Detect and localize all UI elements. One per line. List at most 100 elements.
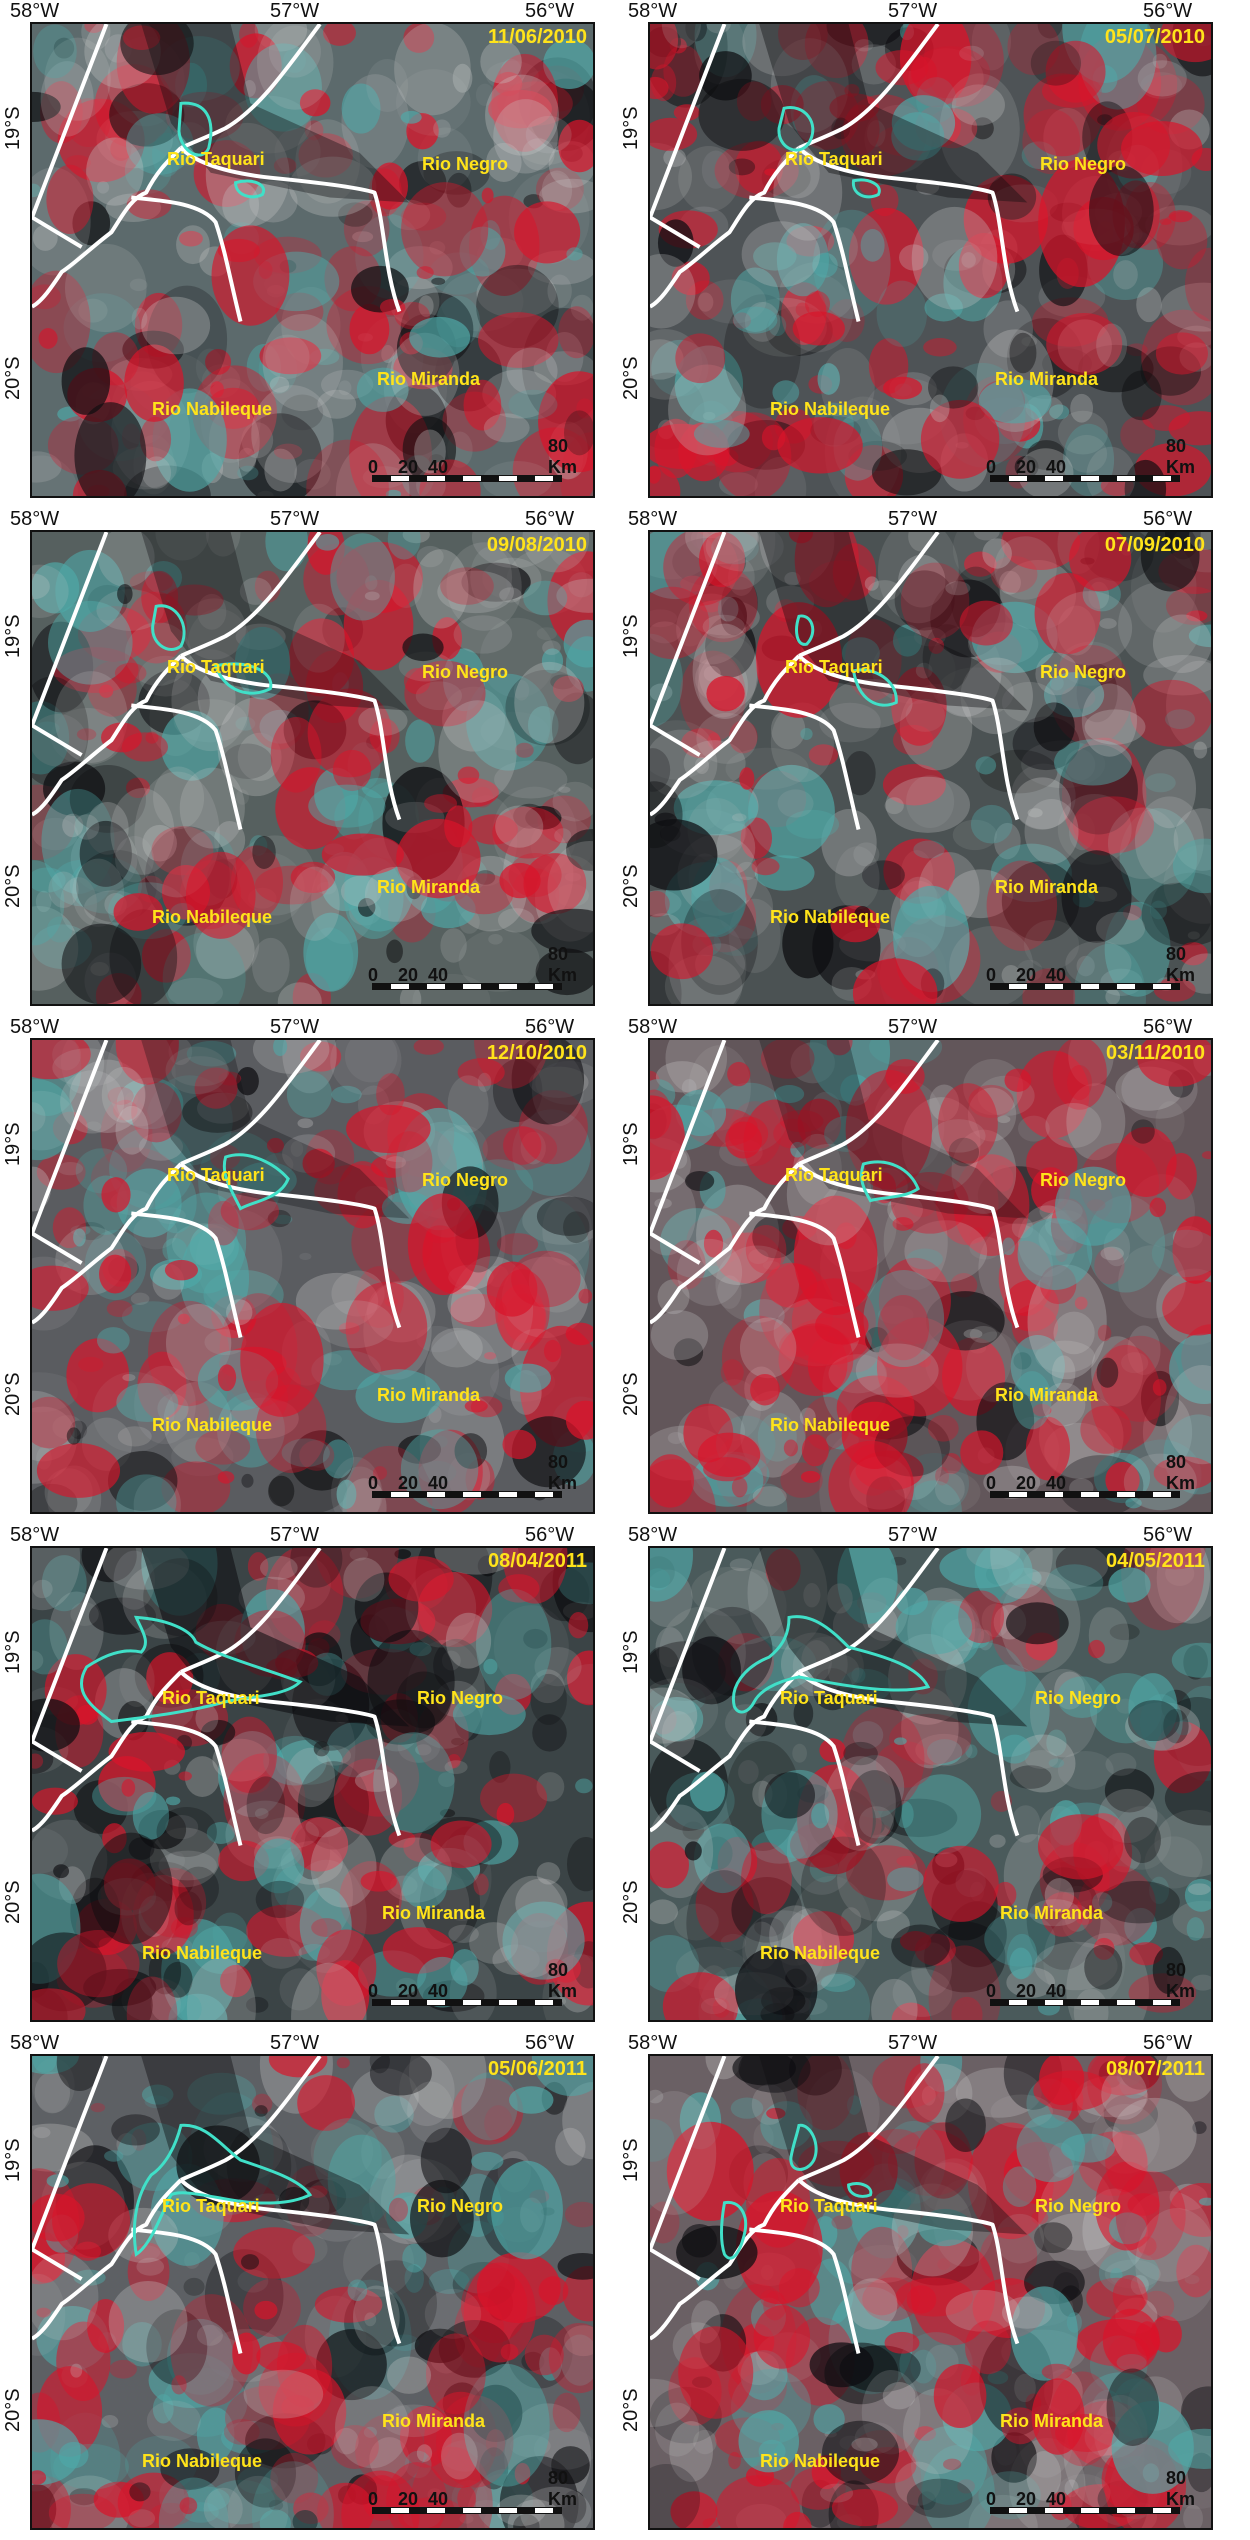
river-label-taquari: Rio Taquari: [167, 657, 265, 677]
longitude-label: 57°W: [888, 0, 938, 22]
basin-boundary: [32, 1040, 402, 1338]
image-date: 05/06/2011: [488, 2058, 587, 2080]
river-label-taquari: Rio Taquari: [162, 2196, 260, 2216]
flood-outline: [151, 604, 186, 651]
longitude-label: 58°W: [628, 2032, 678, 2054]
longitude-label: 56°W: [1143, 1524, 1193, 1546]
false-color-raster: [32, 1548, 593, 2020]
scale-tick-label: 80 Km: [1166, 1960, 1196, 2001]
scale-tick-label: 40: [1046, 1981, 1067, 2001]
false-color-raster: [32, 532, 593, 1004]
river-label-nabileque: Rio Nabileque: [770, 1415, 891, 1435]
river-label-negro: Rio Negro: [1035, 1688, 1122, 1708]
map-panel: 58°W 57°W 56°W 04/05/2011 Rio Taquari Rio Neg…: [618, 1524, 1213, 2030]
flood-outline: [789, 2123, 818, 2171]
river-label-nabileque: Rio Nabileque: [152, 907, 273, 927]
longitude-label: 58°W: [10, 2032, 60, 2054]
latitude-label: 19°S: [2, 2138, 24, 2182]
longitude-label: 56°W: [525, 0, 575, 22]
river-label-taquari: Rio Taquari: [785, 149, 883, 169]
longitude-label: 58°W: [10, 1016, 60, 1038]
scale-tick-label: 0: [986, 1473, 997, 1493]
flood-outline: [79, 1615, 303, 1724]
image-date: 12/10/2010: [486, 1042, 587, 1064]
river-label-miranda: Rio Miranda: [1000, 2411, 1104, 2431]
longitude-label: 56°W: [525, 1524, 575, 1546]
image-date: 11/06/2010: [488, 26, 587, 48]
scale-bar: [372, 983, 562, 990]
river-label-miranda: Rio Miranda: [382, 1903, 486, 1923]
map-panel: 58°W 57°W 56°W 08/07/2011 Rio Taquari Rio Neg…: [618, 2032, 1213, 2538]
basin-boundary: [650, 532, 1020, 830]
scale-tick-label: 80 Km: [548, 2468, 578, 2509]
scale-tick-label: 20: [1016, 2489, 1037, 2509]
false-color-raster: [32, 1040, 593, 1512]
river-label-nabileque: Rio Nabileque: [760, 2451, 881, 2471]
latitude-label: 20°S: [2, 1372, 24, 1416]
satellite-image: 07/09/2010 Rio Taquari Rio Negro Rio Mirand…: [648, 530, 1213, 1006]
longitude-label: 58°W: [10, 0, 60, 22]
scale-tick-label: 40: [428, 1981, 449, 2001]
flood-outline: [851, 668, 898, 707]
river-label-miranda: Rio Miranda: [382, 2411, 486, 2431]
image-date: 09/08/2010: [486, 534, 587, 556]
latitude-label: 20°S: [2, 356, 24, 400]
river-label-negro: Rio Negro: [417, 1688, 504, 1708]
map-panel: 58°W 57°W 56°W 12/10/2010 Rio Taquari Rio Neg…: [0, 1016, 595, 1522]
latitude-label: 19°S: [2, 1630, 24, 1674]
satellite-image: 12/10/2010 Rio Taquari Rio Negro Rio Mirand…: [30, 1038, 595, 1514]
scale-tick-label: 0: [368, 2489, 379, 2509]
longitude-label: 56°W: [525, 1016, 575, 1038]
longitude-label: 57°W: [888, 1524, 938, 1546]
scale-bar: [372, 475, 562, 482]
scale-tick-label: 20: [1016, 457, 1037, 477]
river-label-taquari: Rio Taquari: [780, 2196, 878, 2216]
scale-bar: [990, 1999, 1180, 2006]
latitude-label: 20°S: [620, 356, 642, 400]
scale-tick-label: 40: [428, 965, 449, 985]
longitude-label: 57°W: [270, 1524, 320, 1546]
scale-tick-label: 80 Km: [1166, 2468, 1196, 2509]
flood-outline: [852, 178, 881, 199]
scale-bar: [372, 1491, 562, 1498]
scale-tick-label: 0: [986, 965, 997, 985]
satellite-image: 11/06/2010 Rio Taquari Rio Negro Rio Mirand…: [30, 22, 595, 498]
river-label-nabileque: Rio Nabileque: [142, 2451, 263, 2471]
scale-tick-label: 0: [368, 1981, 379, 2001]
scale-tick-label: 0: [368, 457, 379, 477]
basin-boundary: [650, 1040, 1020, 1338]
scale-bar: [990, 475, 1180, 482]
satellite-image: 08/07/2011 Rio Taquari Rio Negro Rio Mirand…: [648, 2054, 1213, 2530]
false-color-raster: [650, 1040, 1211, 1512]
river-label-miranda: Rio Miranda: [1000, 1903, 1104, 1923]
map-panel: 58°W 57°W 56°W 09/08/2010 Rio Taquari Rio Neg…: [0, 508, 595, 1014]
longitude-label: 56°W: [1143, 2032, 1193, 2054]
latitude-label: 20°S: [620, 2388, 642, 2432]
latitude-label: 19°S: [2, 1122, 24, 1166]
satellite-image: 09/08/2010 Rio Taquari Rio Negro Rio Mirand…: [30, 530, 595, 1006]
latitude-label: 19°S: [620, 2138, 642, 2182]
false-color-raster: [650, 1548, 1211, 2020]
flood-outline: [213, 662, 273, 695]
flood-outline: [795, 614, 815, 646]
river-label-negro: Rio Negro: [1040, 662, 1127, 682]
false-color-raster: [650, 532, 1211, 1004]
longitude-label: 58°W: [628, 1016, 678, 1038]
scale-tick-label: 80 Km: [548, 436, 578, 477]
longitude-label: 58°W: [628, 508, 678, 530]
flood-outline: [222, 1153, 290, 1211]
longitude-label: 56°W: [1143, 508, 1193, 530]
longitude-label: 57°W: [888, 508, 938, 530]
flood-outline: [177, 101, 213, 157]
latitude-label: 20°S: [620, 1372, 642, 1416]
scale-tick-label: 20: [1016, 1473, 1037, 1493]
latitude-label: 20°S: [2, 2388, 24, 2432]
flood-outline: [234, 179, 266, 199]
satellite-image: 05/06/2011 Rio Taquari Rio Negro Rio Mirand…: [30, 2054, 595, 2530]
scale-tick-label: 20: [398, 2489, 419, 2509]
river-label-nabileque: Rio Nabileque: [760, 1943, 881, 1963]
image-date: 03/11/2010: [1106, 1042, 1205, 1064]
longitude-label: 58°W: [628, 1524, 678, 1546]
latitude-label: 20°S: [2, 1880, 24, 1924]
river-label-taquari: Rio Taquari: [780, 1688, 878, 1708]
